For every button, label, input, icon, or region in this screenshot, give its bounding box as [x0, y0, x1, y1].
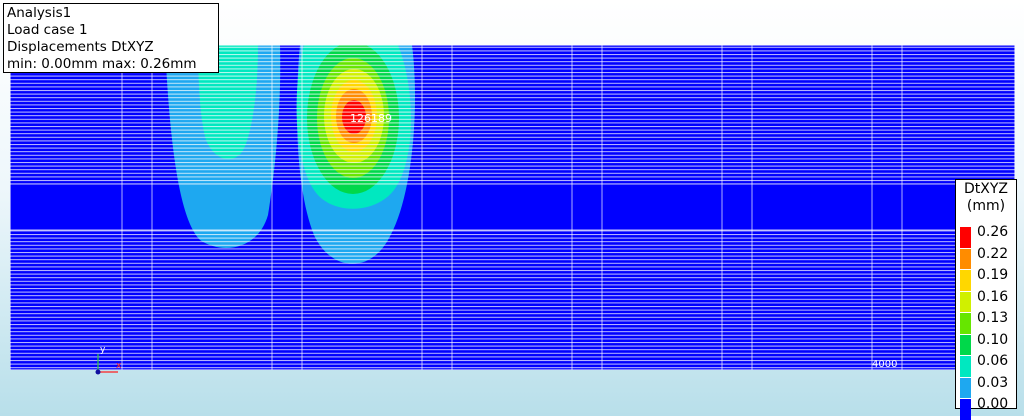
legend-swatch — [960, 334, 971, 355]
legend-swatch — [960, 399, 971, 420]
axis-x-label: x — [116, 361, 122, 371]
analysis-name: Analysis1 — [7, 5, 72, 21]
legend-value: 0.16 — [977, 288, 1009, 305]
legend-swatch — [960, 270, 971, 291]
legend-unit: (mm) — [966, 198, 1006, 214]
legend-value: 0.03 — [977, 374, 1009, 391]
result-range: min: 0.00mm max: 0.26mm — [7, 56, 197, 72]
legend-value: 0.00 — [977, 396, 1009, 412]
legend-swatch — [960, 356, 971, 377]
mesh-vlines — [121, 45, 903, 370]
fe-mesh — [10, 45, 1015, 370]
legend-swatch — [960, 377, 971, 398]
result-type: Displacements DtXYZ — [7, 39, 154, 55]
legend-swatch — [960, 313, 971, 334]
mesh-hlines-lower — [10, 230, 1015, 370]
legend-value: 0.06 — [977, 353, 1009, 369]
legend-value: 0.10 — [977, 331, 1009, 348]
corner-node-label: 4000 — [872, 359, 897, 370]
legend-value: 0.13 — [977, 310, 1009, 326]
legend-value: 0.19 — [977, 267, 1009, 283]
legend-swatch — [960, 248, 971, 269]
load-case-name: Load case 1 — [7, 22, 88, 38]
legend-swatch — [960, 227, 971, 248]
axis-y-label: y — [100, 345, 106, 355]
legend-value: 0.22 — [977, 245, 1009, 262]
axis-triad-icon: y x — [95, 345, 122, 375]
legend-swatch — [960, 291, 971, 312]
color-legend: DtXYZ (mm) 0.26 0.22 0.19 0.16 0.13 0.10 0.06 0… — [955, 179, 1017, 420]
max-node-label: 126189 — [350, 112, 392, 125]
legend-quantity: DtXYZ — [963, 181, 1008, 197]
legend-value: 0.26 — [977, 224, 1009, 240]
legend-title: DtXYZ (mm) — [956, 181, 1016, 215]
result-info-box: Analysis1 Load case 1 Displacements DtXY… — [3, 3, 219, 73]
